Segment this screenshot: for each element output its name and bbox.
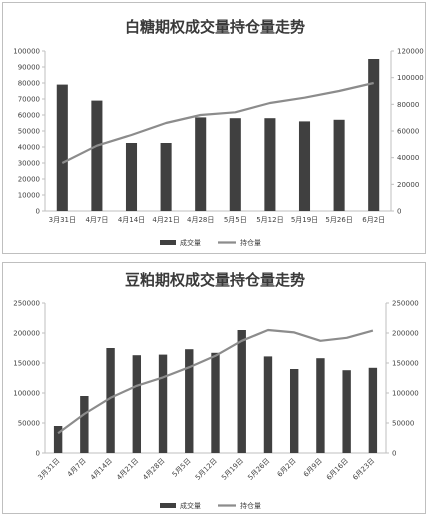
volume-bar <box>185 349 194 453</box>
volume-bar <box>80 396 89 453</box>
legend-label-volume: 成交量 <box>180 501 201 510</box>
left-tick-label: 0 <box>36 450 40 458</box>
legend-bar-swatch <box>160 503 176 508</box>
x-tick-label: 4月7日 <box>66 457 88 479</box>
left-tick-label: 90000 <box>18 64 40 72</box>
x-tick-label: 5月5日 <box>224 216 247 224</box>
x-tick-label: 4月21日 <box>152 216 179 224</box>
left-tick-label: 80000 <box>18 80 40 88</box>
chart-title: 豆粕期权成交量持仓量走势 <box>125 271 305 289</box>
left-tick-label: 150000 <box>13 360 40 368</box>
legend-label-volume: 成交量 <box>180 238 201 247</box>
volume-bar <box>106 348 115 453</box>
legend-label-open-interest: 持仓量 <box>240 501 261 510</box>
x-tick-label: 3月31日 <box>49 216 76 224</box>
left-tick-label: 100000 <box>13 48 40 56</box>
x-tick-label: 4月14日 <box>89 457 114 482</box>
left-tick-label: 250000 <box>13 300 40 308</box>
x-tick-label: 4月7日 <box>85 216 108 224</box>
left-tick-label: 10000 <box>18 192 40 200</box>
left-tick-label: 60000 <box>18 112 40 120</box>
left-tick-label: 50000 <box>18 420 40 428</box>
right-tick-label: 120000 <box>397 48 424 56</box>
right-tick-label: 40000 <box>397 154 419 162</box>
x-tick-label: 4月21日 <box>115 457 140 482</box>
volume-bar <box>316 358 325 453</box>
volume-bar <box>211 352 220 453</box>
volume-bar <box>195 117 207 211</box>
left-tick-label: 40000 <box>18 144 40 152</box>
volume-bar <box>56 84 68 211</box>
right-tick-label: 100000 <box>397 74 424 82</box>
left-tick-label: 20000 <box>18 176 40 184</box>
right-tick-label: 200000 <box>392 330 419 338</box>
volume-bar <box>237 330 246 453</box>
left-tick-label: 200000 <box>13 330 40 338</box>
legend-label-open-interest: 持仓量 <box>240 238 261 247</box>
left-tick-label: 0 <box>36 208 40 216</box>
x-tick-label: 5月26日 <box>246 457 271 482</box>
x-tick-label: 3月31日 <box>37 457 62 482</box>
volume-bar <box>298 121 311 211</box>
x-tick-label: 5月26日 <box>325 216 352 224</box>
right-tick-label: 250000 <box>392 300 419 308</box>
volume-bar <box>264 118 276 211</box>
left-tick-label: 50000 <box>18 128 40 136</box>
right-tick-label: 0 <box>392 450 396 458</box>
right-tick-label: 0 <box>397 208 401 216</box>
sugar-chart: 白糖期权成交量持仓量走势 0 10000 20000 30000 40000 50000 60… <box>13 18 424 247</box>
volume-bar <box>342 370 351 453</box>
volume-bar <box>333 119 345 211</box>
x-tick-label: 4月28日 <box>187 216 214 224</box>
soymeal-chart: 豆粕期权成交量持仓量走势 0 50000 100000 150000 200000 2500… <box>13 271 419 510</box>
volume-bar <box>263 356 273 453</box>
left-tick-label: 30000 <box>18 160 40 168</box>
x-tick-label: 6月2日 <box>362 216 385 224</box>
left-tick-label: 70000 <box>18 96 40 104</box>
legend-bar-swatch <box>160 240 176 245</box>
volume-bar <box>229 118 241 211</box>
right-tick-label: 100000 <box>392 390 419 398</box>
x-tick-label: 6月2日 <box>276 457 298 479</box>
x-tick-label: 6月9日 <box>302 457 324 479</box>
volume-bar <box>53 426 63 453</box>
volume-bar <box>368 59 380 211</box>
x-tick-label: 5月12日 <box>256 216 283 224</box>
x-tick-label: 5月19日 <box>291 216 318 224</box>
open-interest-line <box>61 81 374 164</box>
x-tick-label: 4月14日 <box>118 216 145 224</box>
sugar-chart-panel: 白糖期权成交量持仓量走势 0 10000 20000 30000 40000 50000 60… <box>2 2 426 254</box>
x-tick-label: 4月28日 <box>141 457 166 482</box>
volume-bar <box>368 367 378 453</box>
x-tick-label: 6月16日 <box>325 457 350 482</box>
volume-bar <box>125 143 138 211</box>
x-tick-label: 5月5日 <box>171 457 193 479</box>
volume-bar <box>91 100 103 211</box>
volume-bar <box>158 354 168 453</box>
x-tick-label: 5月19日 <box>220 457 245 482</box>
chart-title: 白糖期权成交量持仓量走势 <box>125 18 305 36</box>
x-tick-label: 5月12日 <box>194 457 219 482</box>
volume-bar <box>132 355 142 453</box>
left-tick-label: 100000 <box>13 390 40 398</box>
right-tick-label: 20000 <box>397 181 419 189</box>
volume-bar <box>160 143 172 211</box>
soymeal-chart-panel: 豆粕期权成交量持仓量走势 0 50000 100000 150000 200000 2500… <box>2 262 426 514</box>
open-interest-line <box>57 328 374 435</box>
x-tick-label: 6月23日 <box>351 457 376 482</box>
right-tick-label: 50000 <box>392 420 414 428</box>
volume-bar <box>289 369 299 453</box>
right-tick-label: 60000 <box>397 128 419 136</box>
right-tick-label: 80000 <box>397 101 419 109</box>
right-tick-label: 150000 <box>392 360 419 368</box>
